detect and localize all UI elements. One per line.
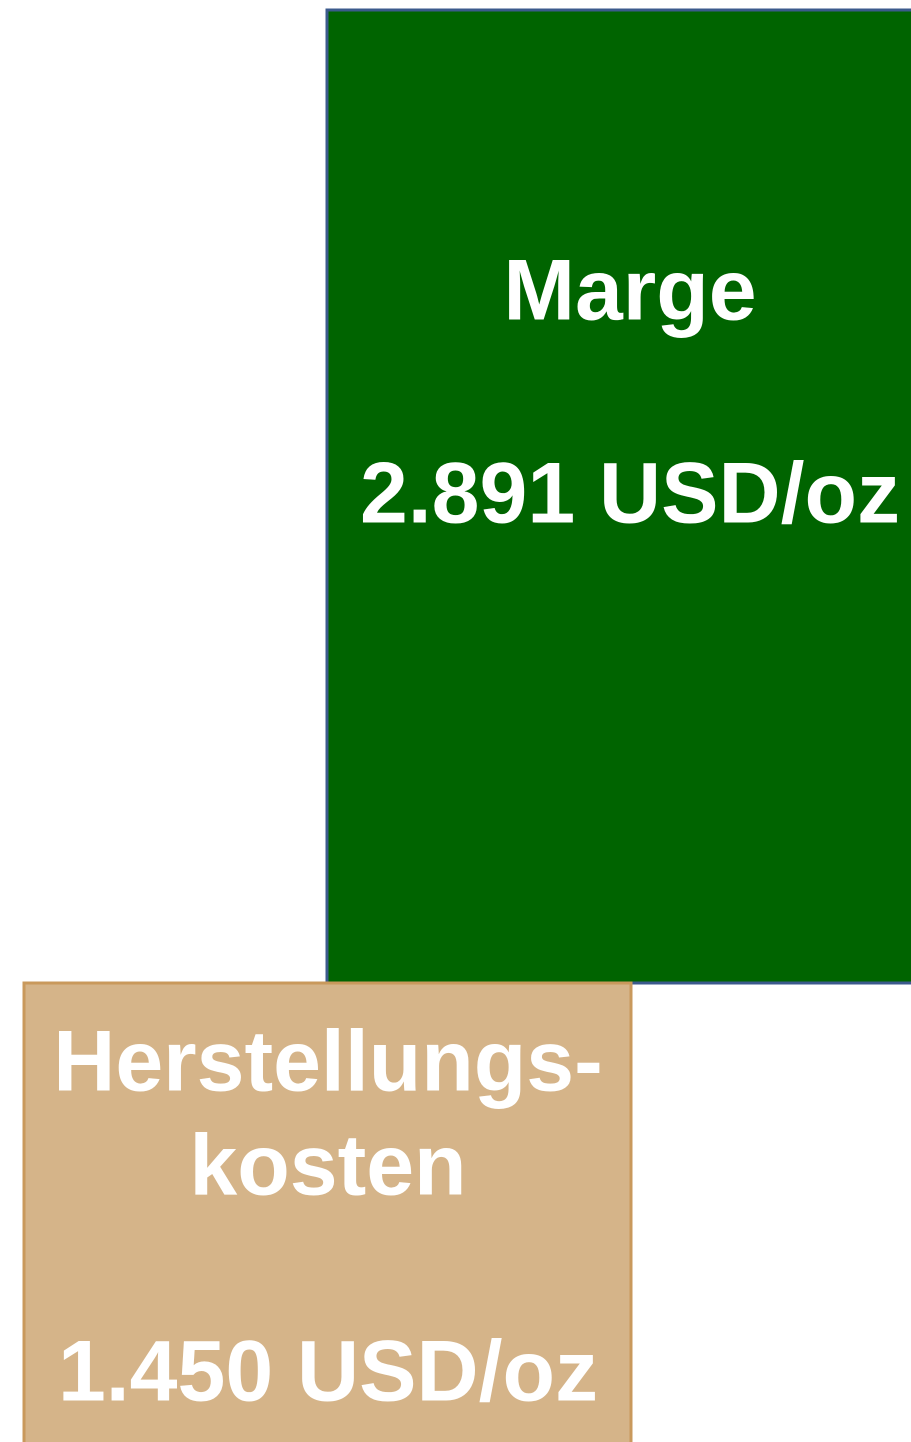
cost-box [22, 981, 633, 1442]
node-label: Herstellungs- [53, 1014, 603, 1110]
node-value: 1.450 USD/oz [58, 1324, 598, 1420]
node-label: kosten [189, 1118, 466, 1214]
node-value: 2.891 USD/oz [360, 446, 900, 542]
node-label: Marge [503, 243, 756, 339]
margin-box [325, 8, 911, 985]
